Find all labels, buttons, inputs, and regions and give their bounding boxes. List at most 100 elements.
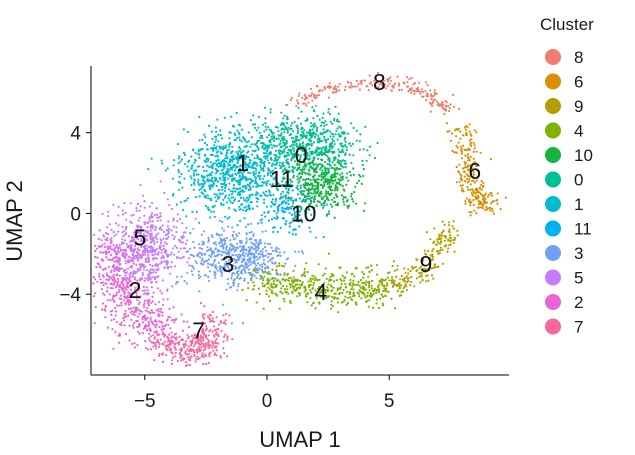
data-point	[171, 339, 174, 342]
data-point	[169, 340, 172, 343]
data-point	[167, 338, 170, 341]
data-point	[413, 92, 416, 95]
data-point	[231, 248, 234, 251]
data-point	[160, 249, 163, 252]
data-point	[240, 241, 243, 244]
data-point	[461, 187, 464, 190]
data-point	[342, 200, 345, 203]
data-point	[326, 182, 329, 186]
data-point	[301, 130, 304, 133]
data-point	[240, 272, 243, 275]
data-point	[366, 85, 369, 88]
data-point	[265, 128, 268, 131]
data-point	[281, 162, 284, 165]
data-point	[244, 252, 247, 255]
data-point	[275, 161, 278, 164]
data-point	[215, 130, 218, 133]
data-point	[230, 115, 233, 118]
data-point	[147, 320, 150, 323]
data-point	[387, 271, 390, 275]
data-point	[295, 278, 298, 281]
data-point	[238, 146, 241, 149]
data-point	[125, 243, 128, 246]
data-point	[260, 241, 263, 244]
data-point	[143, 289, 147, 292]
data-point	[230, 277, 233, 280]
data-point	[310, 280, 313, 283]
data-point	[358, 148, 361, 151]
data-point	[126, 271, 129, 274]
data-point	[467, 153, 470, 156]
data-point	[317, 134, 320, 137]
data-point	[277, 210, 280, 213]
data-point	[220, 274, 223, 277]
data-point	[228, 249, 231, 252]
data-point	[367, 275, 370, 278]
data-point	[193, 178, 196, 181]
data-point	[221, 137, 224, 140]
data-point	[331, 137, 334, 141]
data-point	[427, 279, 430, 282]
data-point	[279, 226, 282, 229]
data-point	[398, 88, 401, 92]
data-point	[327, 171, 330, 174]
data-point	[181, 241, 184, 244]
data-point	[258, 240, 261, 243]
data-point	[135, 229, 138, 232]
data-point	[273, 262, 276, 265]
data-point	[295, 198, 298, 201]
data-point	[279, 123, 282, 126]
data-point	[183, 163, 187, 166]
data-point	[486, 195, 489, 198]
data-point	[323, 167, 326, 170]
data-point	[285, 139, 288, 142]
data-point	[189, 232, 192, 235]
data-point	[131, 253, 134, 256]
data-point	[268, 279, 271, 282]
data-point	[134, 286, 137, 289]
data-point	[250, 166, 253, 169]
data-point	[110, 319, 113, 322]
data-point	[128, 273, 131, 276]
data-point	[386, 276, 389, 279]
data-point	[470, 138, 473, 141]
data-point	[329, 284, 332, 287]
data-point	[237, 187, 240, 190]
data-point	[250, 143, 253, 146]
data-point	[351, 285, 354, 288]
data-point	[211, 346, 214, 349]
data-point	[226, 339, 229, 342]
data-point	[117, 290, 121, 293]
data-point	[142, 229, 145, 232]
data-point	[393, 279, 396, 283]
data-point	[238, 266, 241, 269]
data-point	[356, 291, 359, 294]
data-point	[287, 199, 290, 202]
data-point	[160, 159, 163, 162]
data-point	[346, 172, 349, 175]
data-point	[419, 281, 422, 284]
data-point	[226, 170, 229, 173]
data-point	[247, 264, 250, 267]
data-point	[310, 153, 313, 156]
data-point	[232, 165, 235, 168]
data-point	[260, 142, 263, 145]
data-point	[332, 156, 336, 159]
data-point	[121, 252, 124, 255]
data-point	[137, 303, 140, 306]
data-point	[229, 286, 233, 289]
data-point	[167, 315, 170, 318]
data-point	[134, 308, 137, 312]
data-point	[337, 161, 340, 164]
data-point	[297, 106, 300, 109]
data-point	[215, 184, 218, 188]
data-point	[273, 178, 276, 181]
data-point	[172, 192, 175, 195]
data-point	[152, 258, 155, 261]
data-point	[309, 136, 312, 139]
data-point	[455, 127, 458, 130]
data-point	[206, 143, 209, 147]
data-point	[227, 206, 231, 210]
data-point	[97, 263, 100, 266]
